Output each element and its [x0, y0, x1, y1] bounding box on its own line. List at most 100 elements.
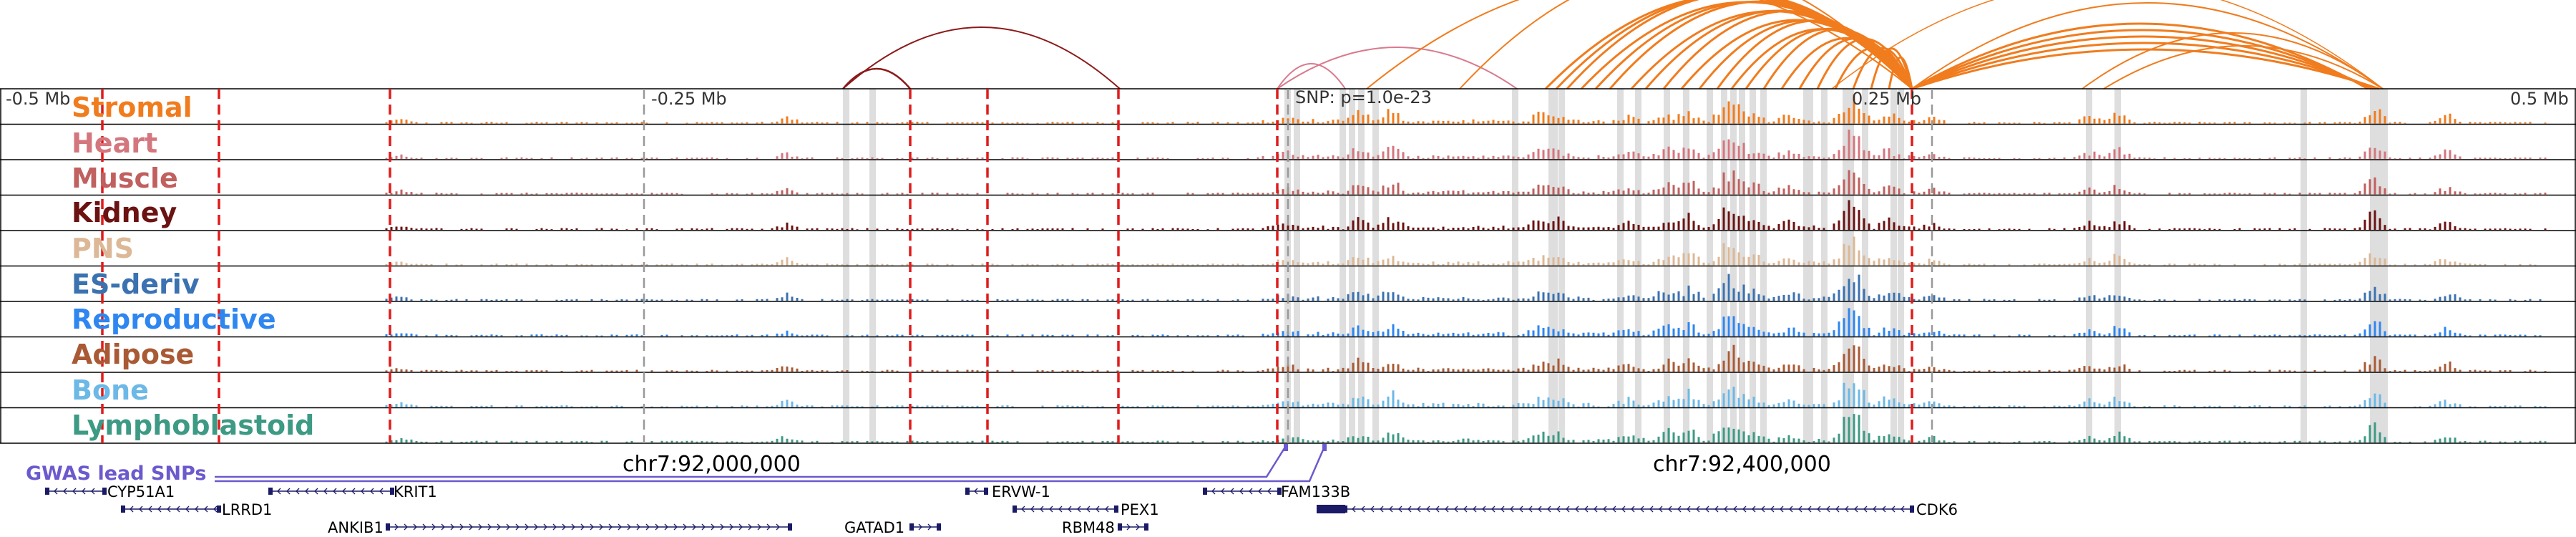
- track-signal: [385, 130, 2547, 159]
- strand-arrow: [1854, 505, 1858, 513]
- strand-arrow: [664, 523, 668, 531]
- scale-label-mid-left: -0.25 Mb: [651, 89, 727, 109]
- strand-arrow: [1473, 505, 1477, 513]
- strand-arrow: [323, 488, 328, 495]
- gene-label-ervw-1: ERVW-1: [992, 483, 1050, 500]
- strand-arrow: [413, 523, 417, 531]
- gwas-track: GWAS lead SNPs: [26, 444, 1327, 485]
- track-signal: [385, 308, 2542, 337]
- strand-arrow: [469, 523, 473, 531]
- strand-arrow: [1575, 505, 1579, 513]
- strand-arrow: [1807, 505, 1812, 513]
- strand-arrow: [1733, 505, 1737, 513]
- strand-arrow: [534, 523, 538, 531]
- strand-arrow: [1021, 505, 1025, 513]
- strand-arrow: [1798, 505, 1802, 513]
- strand-arrow: [1752, 505, 1756, 513]
- strand-arrow: [1258, 488, 1262, 495]
- strand-arrow: [1435, 505, 1440, 513]
- loop-arc: [1852, 47, 1913, 90]
- strand-arrow: [1603, 505, 1607, 513]
- strand-arrow: [157, 505, 162, 513]
- gwas-connector-line: [215, 448, 1325, 483]
- track-label-lymphoblastoid: Lymphoblastoid: [72, 410, 314, 441]
- strand-arrow: [738, 523, 743, 531]
- strand-arrow: [394, 523, 399, 531]
- strand-arrow: [91, 488, 95, 495]
- strand-arrow: [1519, 505, 1523, 513]
- strand-arrow: [1105, 505, 1109, 513]
- strand-arrow: [757, 523, 761, 531]
- strand-arrow: [1873, 505, 1877, 513]
- strand-arrow: [1631, 505, 1635, 513]
- strand-arrow: [1417, 505, 1421, 513]
- track-label-adipose: Adipose: [72, 339, 194, 370]
- strand-arrow: [1136, 523, 1140, 531]
- gene-label-rbm48: RBM48: [1062, 519, 1115, 536]
- strand-arrow: [1370, 505, 1375, 513]
- strand-arrow: [525, 523, 529, 531]
- strand-arrow: [1398, 505, 1402, 513]
- gene-exon: [965, 488, 970, 495]
- loop-arc: [1911, 29, 2371, 90]
- gwas-connector-line: [215, 448, 1286, 478]
- gwas-snp-marker: [1284, 444, 1288, 451]
- gene-exon: [1114, 505, 1118, 513]
- loop-arc: [1911, 2, 2384, 90]
- gene-exon: [1317, 505, 1345, 513]
- scale-label-left: -0.5 Mb: [6, 89, 70, 109]
- gene-exon: [217, 505, 221, 513]
- strand-arrow: [1501, 505, 1505, 513]
- strand-arrow: [459, 523, 464, 531]
- gene-exon: [909, 523, 914, 531]
- gene-label-cyp51a1: CYP51A1: [107, 483, 175, 500]
- loop-arc: [1277, 63, 1346, 90]
- loop-arc: [1911, 22, 2368, 90]
- gene-exon: [1118, 523, 1122, 531]
- strand-arrow: [683, 523, 687, 531]
- strand-arrow: [1058, 505, 1063, 513]
- strand-arrow: [1612, 505, 1616, 513]
- strand-arrow: [1714, 505, 1719, 513]
- strand-arrow: [1863, 505, 1868, 513]
- strand-arrow: [286, 488, 291, 495]
- strand-arrow: [487, 523, 492, 531]
- track-label-reproductive: Reproductive: [72, 304, 276, 335]
- loop-arc: [1888, 56, 1913, 90]
- track-signal: [385, 236, 2537, 266]
- strand-arrow: [1584, 505, 1589, 513]
- strand-arrow: [1891, 505, 1896, 513]
- strand-arrow: [1407, 505, 1412, 513]
- strand-arrow: [370, 488, 374, 495]
- strand-arrow: [974, 488, 978, 495]
- strand-arrow: [766, 523, 771, 531]
- strand-arrow: [167, 505, 171, 513]
- strand-arrow: [63, 488, 67, 495]
- gene-exon: [1013, 505, 1017, 513]
- snp-pvalue-label: SNP: p=1.0e-23: [1295, 87, 1432, 107]
- strand-arrow: [296, 488, 300, 495]
- strand-arrow: [1640, 505, 1644, 513]
- loop-arc: [1366, 0, 1913, 90]
- gwas-snp-marker: [1322, 444, 1327, 451]
- strand-arrow: [748, 523, 752, 531]
- gwas-track-title: GWAS lead SNPs: [26, 463, 206, 485]
- strand-arrow: [351, 488, 356, 495]
- loop-arc: [1911, 42, 2377, 90]
- gene-exon: [1277, 488, 1282, 495]
- strand-arrow: [1426, 505, 1430, 513]
- gene-exon: [121, 505, 125, 513]
- strand-arrow: [1380, 505, 1384, 513]
- strand-arrow: [515, 523, 519, 531]
- strand-arrow: [1687, 505, 1691, 513]
- strand-arrow: [590, 523, 594, 531]
- strand-arrow: [1096, 505, 1100, 513]
- strand-arrow: [1126, 523, 1131, 531]
- gene-exon: [386, 523, 390, 531]
- track-signal: [385, 344, 2547, 372]
- strand-arrow: [673, 523, 678, 531]
- strand-arrow: [1696, 505, 1700, 513]
- coordinate-label-left: chr7:92,000,000: [623, 452, 801, 477]
- strand-arrow: [1510, 505, 1514, 513]
